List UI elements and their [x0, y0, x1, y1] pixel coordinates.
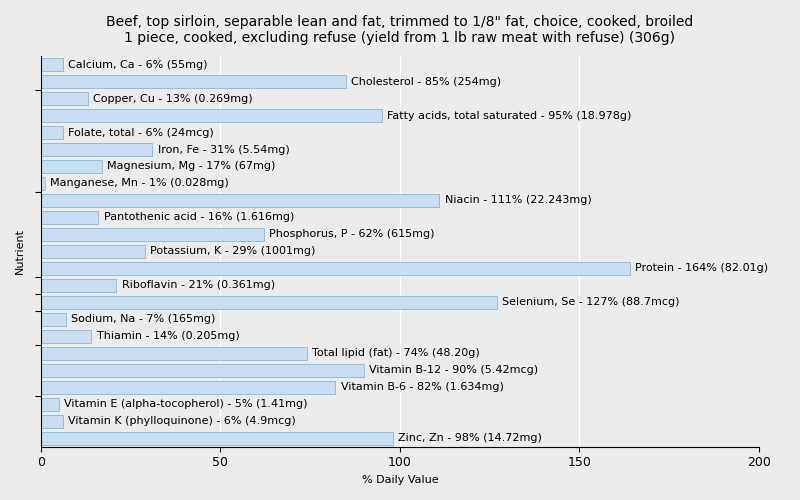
Bar [41, 211, 98, 224]
Text: Zinc, Zn - 98% (14.72mg): Zinc, Zn - 98% (14.72mg) [398, 433, 542, 443]
Text: Vitamin B-12 - 90% (5.42mcg): Vitamin B-12 - 90% (5.42mcg) [370, 366, 538, 376]
Text: Fatty acids, total saturated - 95% (18.978g): Fatty acids, total saturated - 95% (18.9… [387, 110, 632, 120]
Text: Vitamin K (phylloquinone) - 6% (4.9mcg): Vitamin K (phylloquinone) - 6% (4.9mcg) [68, 416, 296, 426]
Y-axis label: Nutrient: Nutrient [15, 228, 25, 274]
Bar [41, 109, 382, 122]
Text: Potassium, K - 29% (1001mg): Potassium, K - 29% (1001mg) [150, 246, 316, 256]
Bar [41, 398, 59, 410]
Text: Protein - 164% (82.01g): Protein - 164% (82.01g) [635, 264, 768, 274]
Bar [41, 177, 45, 190]
Bar [41, 228, 263, 241]
Bar [41, 347, 306, 360]
Bar [41, 364, 364, 376]
Text: Niacin - 111% (22.243mg): Niacin - 111% (22.243mg) [445, 196, 591, 205]
Text: Vitamin B-6 - 82% (1.634mg): Vitamin B-6 - 82% (1.634mg) [341, 382, 503, 392]
Bar [41, 245, 145, 258]
Text: Manganese, Mn - 1% (0.028mg): Manganese, Mn - 1% (0.028mg) [50, 178, 229, 188]
Bar [41, 160, 102, 173]
Text: Vitamin E (alpha-tocopherol) - 5% (1.41mg): Vitamin E (alpha-tocopherol) - 5% (1.41m… [64, 400, 308, 409]
Bar [41, 194, 439, 207]
Text: Folate, total - 6% (24mcg): Folate, total - 6% (24mcg) [68, 128, 214, 138]
Bar [41, 143, 152, 156]
Bar [41, 92, 88, 105]
Bar [41, 296, 497, 308]
Bar [41, 262, 630, 275]
Text: Total lipid (fat) - 74% (48.20g): Total lipid (fat) - 74% (48.20g) [312, 348, 480, 358]
Text: Copper, Cu - 13% (0.269mg): Copper, Cu - 13% (0.269mg) [93, 94, 253, 104]
Bar [41, 279, 116, 291]
Text: Iron, Fe - 31% (5.54mg): Iron, Fe - 31% (5.54mg) [158, 144, 290, 154]
Text: Magnesium, Mg - 17% (67mg): Magnesium, Mg - 17% (67mg) [107, 162, 276, 172]
Text: Phosphorus, P - 62% (615mg): Phosphorus, P - 62% (615mg) [269, 230, 434, 239]
Bar [41, 381, 335, 394]
Text: Cholesterol - 85% (254mg): Cholesterol - 85% (254mg) [351, 76, 502, 86]
Text: Calcium, Ca - 6% (55mg): Calcium, Ca - 6% (55mg) [68, 60, 207, 70]
Title: Beef, top sirloin, separable lean and fat, trimmed to 1/8" fat, choice, cooked, : Beef, top sirloin, separable lean and fa… [106, 15, 694, 45]
Text: Pantothenic acid - 16% (1.616mg): Pantothenic acid - 16% (1.616mg) [104, 212, 294, 222]
Bar [41, 432, 393, 444]
X-axis label: % Daily Value: % Daily Value [362, 475, 438, 485]
Text: Sodium, Na - 7% (165mg): Sodium, Na - 7% (165mg) [71, 314, 216, 324]
Text: Riboflavin - 21% (0.361mg): Riboflavin - 21% (0.361mg) [122, 280, 275, 290]
Bar [41, 415, 62, 428]
Bar [41, 313, 66, 326]
Bar [41, 75, 346, 88]
Text: Selenium, Se - 127% (88.7mcg): Selenium, Se - 127% (88.7mcg) [502, 298, 680, 308]
Bar [41, 58, 62, 71]
Text: Thiamin - 14% (0.205mg): Thiamin - 14% (0.205mg) [97, 332, 239, 342]
Bar [41, 330, 91, 342]
Bar [41, 126, 62, 139]
